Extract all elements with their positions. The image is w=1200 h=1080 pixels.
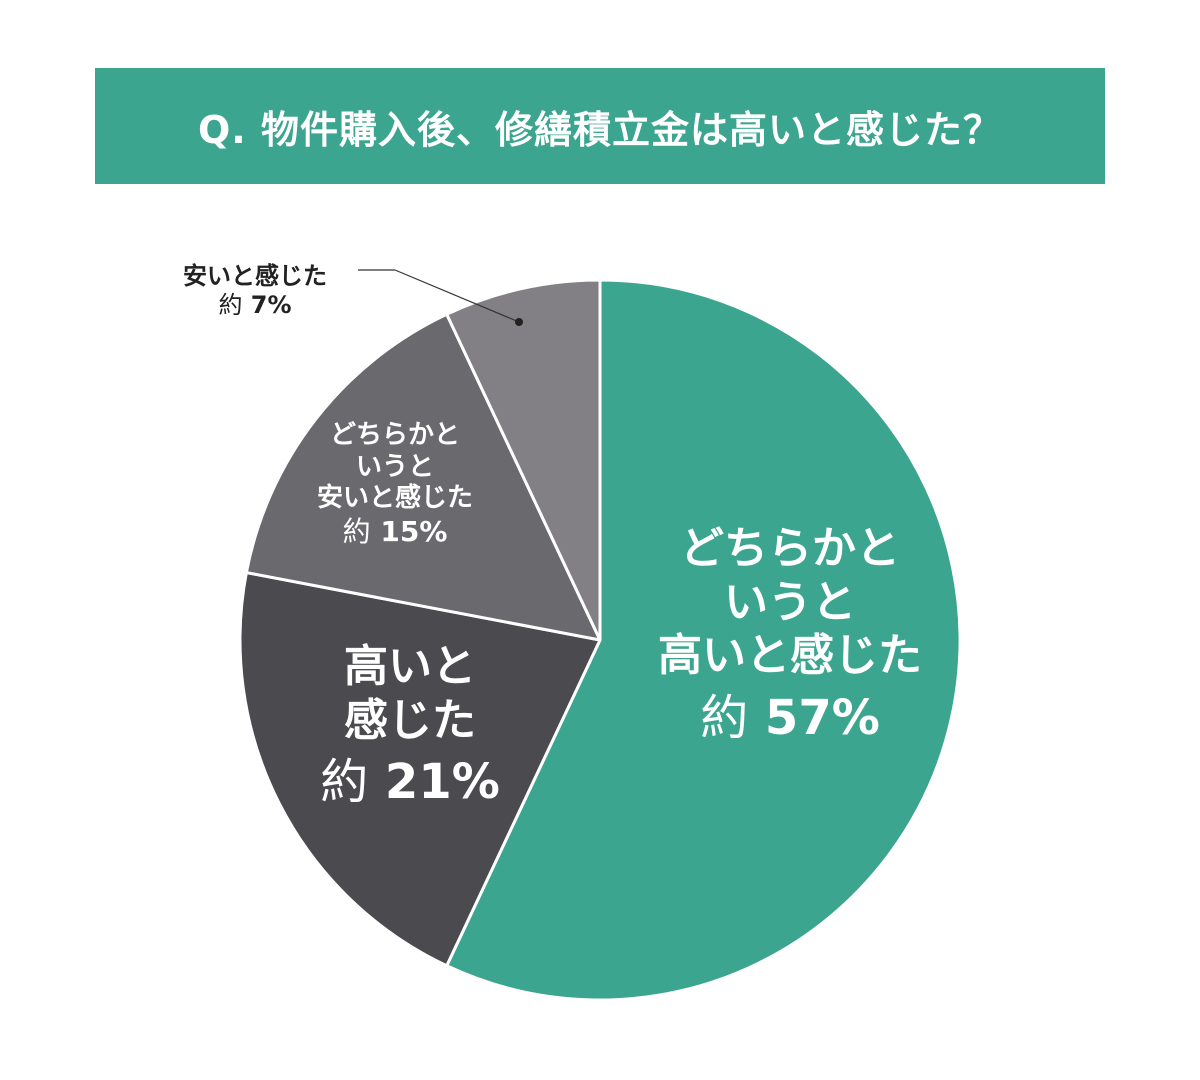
slice-percent: 約 7% [140,291,370,320]
callout-dot [515,318,523,326]
slice-percent: 約 15% [280,515,510,549]
percent-value: 7% [250,291,292,320]
percent-prefix: 約 [342,515,371,549]
slice-label-low: どちらかと いうと 安いと感じた 約 15% [280,420,510,549]
percent-prefix: 約 [320,754,369,811]
slice-label-line: いうと [724,576,856,628]
pie-slice-high [238,571,602,968]
percent-value: 57% [764,690,880,747]
slice-label-very-low: 安いと感じた 約 7% [140,262,370,321]
slice-label-line: 高いと感じた [658,630,922,682]
slice-percent: 約 57% [590,689,990,748]
percent-prefix: 約 [218,291,243,320]
chart-title: Q. 物件購入後、修繕積立金は高いと感じた？ [95,68,1105,184]
pie-slice-very-high [445,278,962,1002]
slice-label-high: 高いと 感じた 約 21% [290,640,530,812]
percent-value: 15% [380,515,448,549]
slice-label-line: 感じた [344,694,476,746]
percent-prefix: 約 [700,690,749,747]
slice-label-line: 安いと感じた [316,483,473,514]
percent-value: 21% [384,754,500,811]
pie-slice-very-low [445,278,602,642]
slice-label-line: どちらかと [329,420,460,450]
slice-percent: 約 21% [290,753,530,812]
callout-line [394,269,520,323]
slice-label-line: いうと [355,451,434,482]
pie-slice-low [244,312,602,642]
slice-label-very-high: どちらかと いうと 高いと感じた 約 57% [590,522,990,748]
slice-label-line: 高いと [344,641,476,692]
slice-label-line: どちらかと [680,523,900,574]
slice-label-line: 安いと感じた [183,262,327,290]
